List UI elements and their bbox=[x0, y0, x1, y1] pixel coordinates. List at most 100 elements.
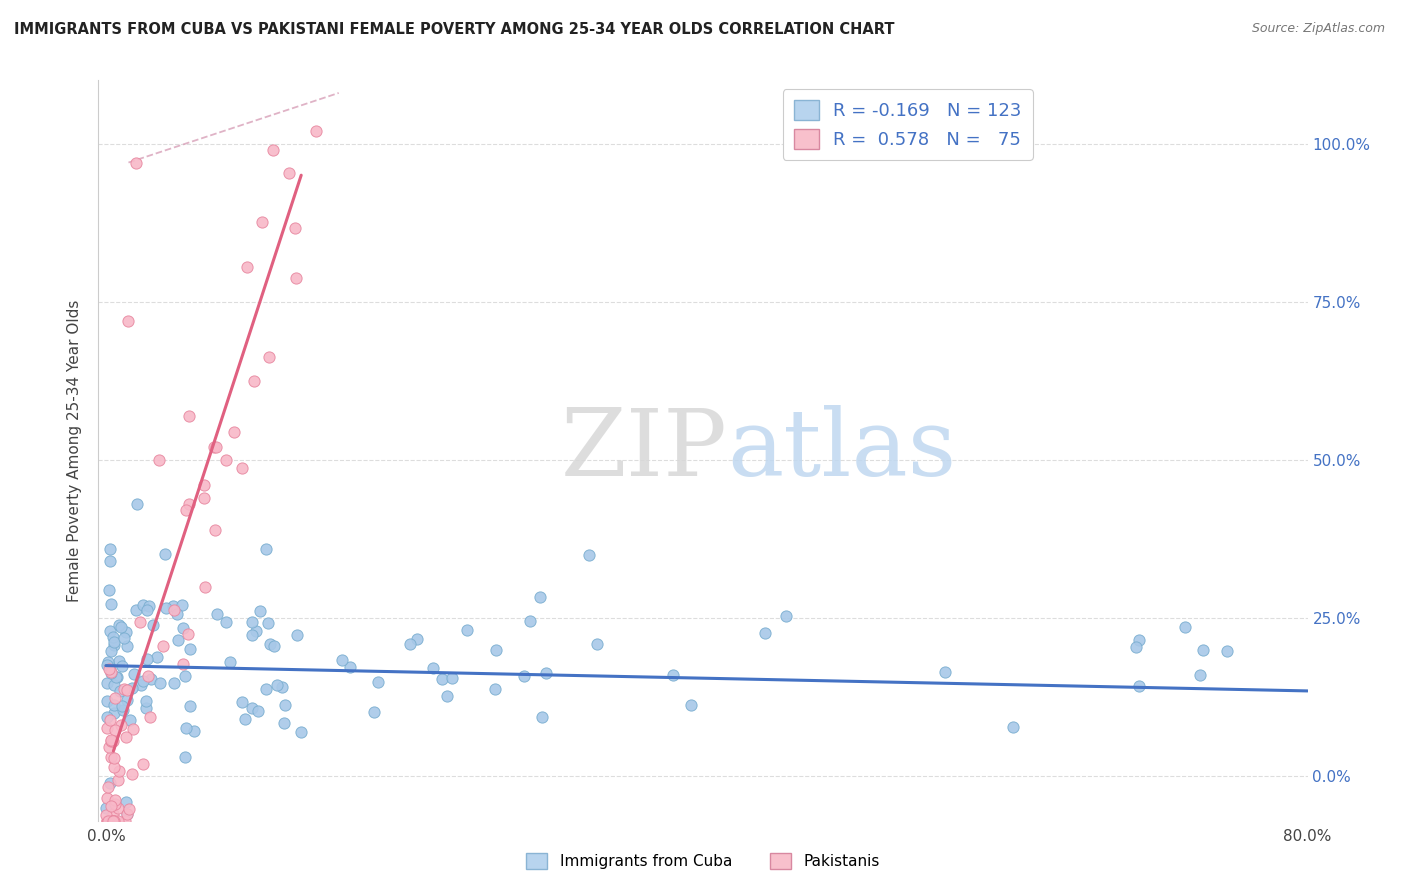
Point bbox=[139, 709, 162, 723]
Point bbox=[96, 814, 118, 828]
Point bbox=[249, 604, 271, 618]
Point bbox=[132, 598, 155, 612]
Point bbox=[132, 673, 155, 688]
Point bbox=[245, 624, 267, 639]
Point bbox=[121, 767, 143, 781]
Point bbox=[235, 712, 257, 726]
Text: atlas: atlas bbox=[727, 406, 956, 495]
Point bbox=[146, 649, 169, 664]
Point bbox=[179, 698, 201, 713]
Point bbox=[100, 541, 122, 556]
Point bbox=[128, 615, 150, 629]
Point bbox=[142, 618, 165, 632]
Point bbox=[155, 601, 177, 615]
Point bbox=[100, 659, 122, 673]
Point bbox=[115, 795, 138, 809]
Point bbox=[277, 166, 299, 180]
Point bbox=[193, 491, 215, 505]
Point bbox=[103, 814, 125, 828]
Point bbox=[1174, 620, 1197, 634]
Point bbox=[100, 643, 122, 657]
Point bbox=[101, 733, 124, 747]
Point bbox=[167, 632, 190, 647]
Point bbox=[405, 632, 427, 647]
Point bbox=[247, 704, 270, 718]
Point bbox=[96, 676, 118, 690]
Point bbox=[183, 724, 205, 739]
Point bbox=[586, 638, 609, 652]
Point bbox=[107, 773, 129, 788]
Point bbox=[98, 624, 121, 639]
Point bbox=[108, 684, 131, 698]
Point bbox=[163, 676, 186, 690]
Point bbox=[136, 668, 159, 682]
Point bbox=[97, 583, 120, 598]
Point bbox=[115, 693, 138, 707]
Point bbox=[103, 691, 125, 706]
Point bbox=[141, 673, 163, 687]
Legend: Immigrants from Cuba, Pakistanis: Immigrants from Cuba, Pakistanis bbox=[520, 847, 886, 875]
Point bbox=[96, 807, 118, 822]
Point bbox=[681, 698, 703, 712]
Point bbox=[122, 722, 145, 736]
Point bbox=[240, 615, 263, 630]
Point bbox=[103, 807, 125, 822]
Legend: R = -0.169   N = 123, R =  0.578   N =   75: R = -0.169 N = 123, R = 0.578 N = 75 bbox=[783, 89, 1032, 160]
Point bbox=[202, 440, 225, 454]
Point bbox=[754, 625, 776, 640]
Point bbox=[363, 706, 385, 720]
Point bbox=[243, 374, 266, 388]
Point bbox=[166, 607, 188, 622]
Point bbox=[240, 627, 263, 641]
Point bbox=[177, 497, 200, 511]
Point bbox=[155, 548, 177, 562]
Point bbox=[108, 618, 131, 632]
Point bbox=[105, 670, 128, 684]
Point bbox=[97, 780, 120, 794]
Point bbox=[162, 603, 184, 617]
Point bbox=[1191, 643, 1213, 657]
Point bbox=[97, 662, 120, 676]
Point bbox=[662, 668, 685, 682]
Point bbox=[172, 657, 194, 671]
Point bbox=[138, 599, 160, 613]
Point bbox=[250, 215, 273, 229]
Point bbox=[775, 609, 797, 624]
Point bbox=[152, 639, 174, 653]
Point bbox=[114, 730, 136, 744]
Point bbox=[101, 814, 124, 828]
Point bbox=[231, 461, 253, 475]
Point bbox=[100, 597, 122, 611]
Point bbox=[173, 669, 195, 683]
Point bbox=[173, 749, 195, 764]
Point bbox=[100, 714, 122, 728]
Point bbox=[236, 260, 259, 275]
Point bbox=[284, 221, 307, 235]
Point bbox=[111, 703, 134, 717]
Point bbox=[107, 814, 129, 828]
Point bbox=[290, 725, 312, 739]
Point bbox=[578, 548, 600, 562]
Point bbox=[270, 680, 292, 694]
Point bbox=[103, 760, 125, 774]
Point bbox=[215, 453, 238, 467]
Text: ZIP: ZIP bbox=[561, 406, 727, 495]
Point bbox=[263, 639, 285, 653]
Point bbox=[231, 695, 253, 709]
Text: Source: ZipAtlas.com: Source: ZipAtlas.com bbox=[1251, 22, 1385, 36]
Point bbox=[179, 641, 201, 656]
Point bbox=[132, 756, 155, 771]
Point bbox=[257, 350, 280, 364]
Point bbox=[115, 806, 138, 821]
Point bbox=[1128, 679, 1150, 693]
Point bbox=[104, 792, 127, 806]
Point bbox=[224, 425, 246, 439]
Point bbox=[115, 683, 138, 698]
Point bbox=[107, 801, 129, 815]
Point bbox=[110, 718, 132, 732]
Point bbox=[484, 643, 506, 657]
Point bbox=[254, 541, 277, 556]
Point bbox=[456, 623, 478, 637]
Point bbox=[162, 599, 184, 613]
Point bbox=[134, 693, 156, 707]
